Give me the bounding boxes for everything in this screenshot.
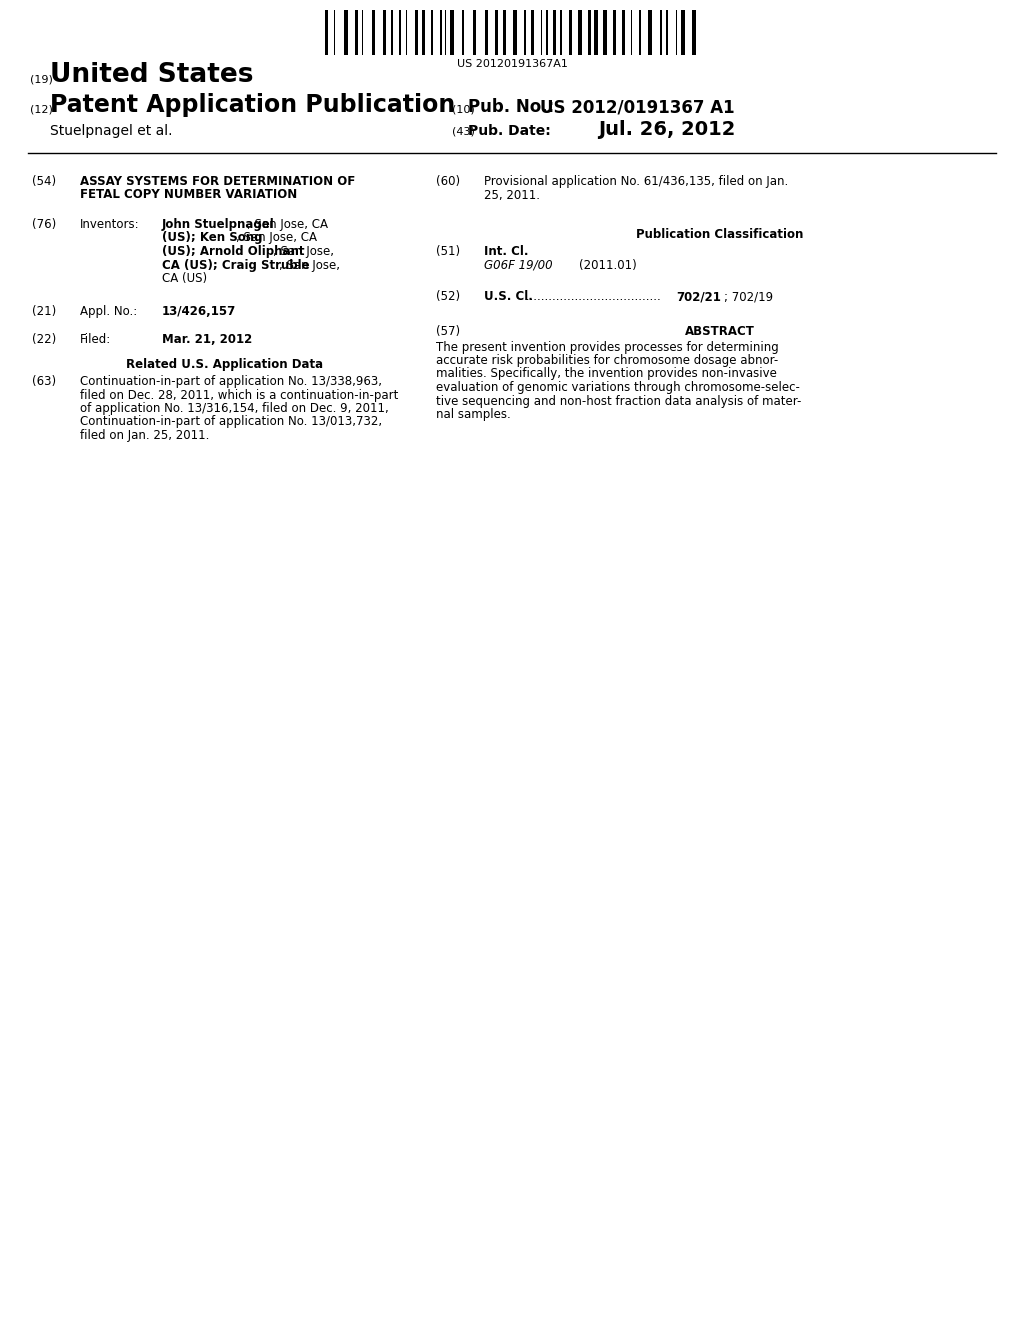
- Bar: [344, 11, 348, 55]
- Bar: [613, 11, 616, 55]
- Bar: [681, 11, 685, 55]
- Bar: [440, 11, 442, 55]
- Bar: [553, 11, 556, 55]
- Text: filed on Dec. 28, 2011, which is a continuation-in-part: filed on Dec. 28, 2011, which is a conti…: [80, 388, 398, 401]
- Text: (51): (51): [436, 246, 460, 257]
- Text: (52): (52): [436, 290, 460, 304]
- Bar: [462, 11, 464, 55]
- Text: FETAL COPY NUMBER VARIATION: FETAL COPY NUMBER VARIATION: [80, 189, 297, 202]
- Text: (60): (60): [436, 176, 460, 187]
- Text: 25, 2011.: 25, 2011.: [484, 189, 540, 202]
- Bar: [603, 11, 607, 55]
- Text: Jul. 26, 2012: Jul. 26, 2012: [598, 120, 735, 139]
- Bar: [531, 11, 534, 55]
- Text: Inventors:: Inventors:: [80, 218, 139, 231]
- Text: , San Jose,: , San Jose,: [279, 259, 340, 272]
- Text: Publication Classification: Publication Classification: [636, 228, 804, 242]
- Text: (12): (12): [30, 104, 53, 114]
- Text: filed on Jan. 25, 2011.: filed on Jan. 25, 2011.: [80, 429, 209, 442]
- Bar: [383, 11, 386, 55]
- Text: ASSAY SYSTEMS FOR DETERMINATION OF: ASSAY SYSTEMS FOR DETERMINATION OF: [80, 176, 355, 187]
- Text: (21): (21): [32, 305, 56, 318]
- Text: accurate risk probabilities for chromosome dosage abnor-: accurate risk probabilities for chromoso…: [436, 354, 778, 367]
- Text: 13/426,157: 13/426,157: [162, 305, 237, 318]
- Text: CA (US): CA (US): [162, 272, 207, 285]
- Text: Continuation-in-part of application No. 13/013,732,: Continuation-in-part of application No. …: [80, 416, 382, 429]
- Text: (22): (22): [32, 333, 56, 346]
- Bar: [485, 11, 488, 55]
- Bar: [588, 11, 591, 55]
- Text: Appl. No.:: Appl. No.:: [80, 305, 137, 318]
- Bar: [415, 11, 418, 55]
- Text: United States: United States: [50, 62, 254, 88]
- Text: (57): (57): [436, 325, 460, 338]
- Bar: [503, 11, 506, 55]
- Text: (76): (76): [32, 218, 56, 231]
- Bar: [639, 11, 641, 55]
- Text: G06F 19/00: G06F 19/00: [484, 259, 553, 272]
- Text: of application No. 13/316,154, filed on Dec. 9, 2011,: of application No. 13/316,154, filed on …: [80, 403, 389, 414]
- Bar: [524, 11, 526, 55]
- Text: CA (US); Craig Struble: CA (US); Craig Struble: [162, 259, 309, 272]
- Text: (19): (19): [30, 74, 53, 84]
- Bar: [450, 11, 454, 55]
- Bar: [692, 11, 696, 55]
- Text: malities. Specifically, the invention provides non-invasive: malities. Specifically, the invention pr…: [436, 367, 777, 380]
- Text: , San Jose,: , San Jose,: [273, 246, 334, 257]
- Text: Pub. No.:: Pub. No.:: [468, 98, 554, 116]
- Text: Filed:: Filed:: [80, 333, 112, 346]
- Bar: [546, 11, 548, 55]
- Text: ABSTRACT: ABSTRACT: [685, 325, 755, 338]
- Bar: [495, 11, 498, 55]
- Text: John Stuelpnagel: John Stuelpnagel: [162, 218, 274, 231]
- Text: (54): (54): [32, 176, 56, 187]
- Bar: [473, 11, 476, 55]
- Text: (10): (10): [452, 104, 475, 114]
- Text: Continuation-in-part of application No. 13/338,963,: Continuation-in-part of application No. …: [80, 375, 382, 388]
- Bar: [660, 11, 662, 55]
- Bar: [622, 11, 625, 55]
- Text: Int. Cl.: Int. Cl.: [484, 246, 528, 257]
- Bar: [355, 11, 358, 55]
- Bar: [325, 11, 328, 55]
- Bar: [648, 11, 652, 55]
- Bar: [431, 11, 433, 55]
- Text: , San Jose, CA: , San Jose, CA: [237, 231, 317, 244]
- Text: ; 702/19: ; 702/19: [724, 290, 773, 304]
- Text: 702/21: 702/21: [676, 290, 721, 304]
- Text: ....................................: ....................................: [522, 290, 665, 304]
- Text: Pub. Date:: Pub. Date:: [468, 124, 551, 139]
- Text: The present invention provides processes for determining: The present invention provides processes…: [436, 341, 778, 354]
- Bar: [666, 11, 668, 55]
- Bar: [372, 11, 375, 55]
- Bar: [569, 11, 572, 55]
- Bar: [399, 11, 401, 55]
- Text: US 20120191367A1: US 20120191367A1: [457, 59, 567, 69]
- Text: Patent Application Publication: Patent Application Publication: [50, 92, 456, 117]
- Text: (US); Ken Song: (US); Ken Song: [162, 231, 262, 244]
- Bar: [513, 11, 517, 55]
- Text: (43): (43): [452, 127, 475, 137]
- Text: tive sequencing and non-host fraction data analysis of mater-: tive sequencing and non-host fraction da…: [436, 395, 802, 408]
- Bar: [391, 11, 393, 55]
- Text: Related U.S. Application Data: Related U.S. Application Data: [126, 358, 324, 371]
- Text: U.S. Cl.: U.S. Cl.: [484, 290, 532, 304]
- Text: (63): (63): [32, 375, 56, 388]
- Text: evaluation of genomic variations through chromosome-selec-: evaluation of genomic variations through…: [436, 381, 800, 393]
- Text: , San Jose, CA: , San Jose, CA: [247, 218, 328, 231]
- Bar: [594, 11, 598, 55]
- Bar: [578, 11, 582, 55]
- Text: Mar. 21, 2012: Mar. 21, 2012: [162, 333, 252, 346]
- Text: US 2012/0191367 A1: US 2012/0191367 A1: [540, 98, 734, 116]
- Text: Stuelpnagel et al.: Stuelpnagel et al.: [50, 124, 172, 139]
- Bar: [422, 11, 425, 55]
- Bar: [560, 11, 562, 55]
- Text: nal samples.: nal samples.: [436, 408, 511, 421]
- Text: (US); Arnold Oliphant: (US); Arnold Oliphant: [162, 246, 304, 257]
- Text: (2011.01): (2011.01): [579, 259, 637, 272]
- Text: Provisional application No. 61/436,135, filed on Jan.: Provisional application No. 61/436,135, …: [484, 176, 788, 187]
